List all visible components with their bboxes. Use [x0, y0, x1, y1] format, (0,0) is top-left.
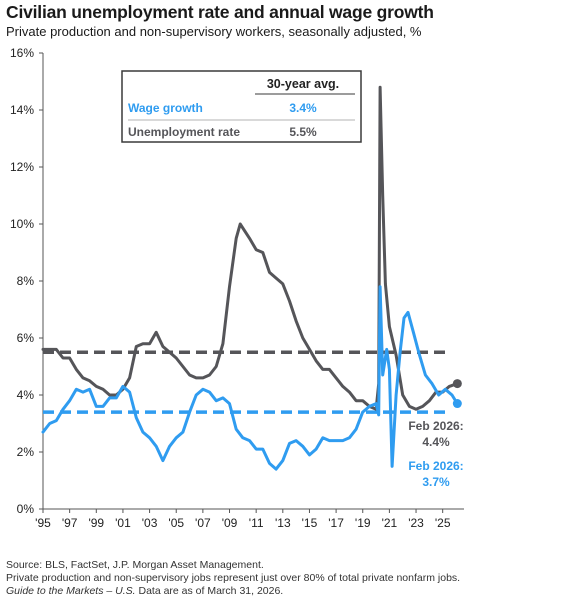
- y-tick-label: 2%: [17, 445, 35, 459]
- legend-value-unemployment: 5.5%: [289, 125, 317, 139]
- legend-label-unemployment: Unemployment rate: [128, 125, 240, 139]
- x-tick-label: '03: [142, 516, 158, 530]
- chart-title: Civilian unemployment rate and annual wa…: [6, 2, 434, 22]
- legend-label-wage: Wage growth: [128, 101, 203, 115]
- wage-end-marker: [452, 399, 462, 409]
- y-tick-label: 6%: [17, 331, 35, 345]
- y-tick-label: 4%: [17, 388, 35, 402]
- footer-gtm-date: Data are as of March 31, 2026.: [135, 585, 284, 597]
- chart-footer: Source: BLS, FactSet, J.P. Morgan Asset …: [6, 559, 460, 598]
- footer-source: Source: BLS, FactSet, J.P. Morgan Asset …: [6, 559, 264, 571]
- legend-table: 30-year avg. Wage growth 3.4% Unemployme…: [121, 70, 362, 143]
- series-lines: [41, 85, 459, 471]
- x-tick-label: '95: [35, 516, 51, 530]
- x-tick-label: '17: [328, 516, 344, 530]
- annotation-unemployment-date: Feb 2026:: [408, 419, 463, 433]
- footer-gtm: Guide to the Markets – U.S. Data are as …: [6, 585, 460, 598]
- wage-growth-line: [41, 285, 459, 471]
- x-axis: '95 '97 '99 '01 '03 '05 '07 '09 '11 '13 '15 '17 '19 '…: [35, 509, 451, 530]
- x-tick-label: '25: [435, 516, 451, 530]
- y-tick-label: 14%: [10, 103, 34, 117]
- legend-header: 30-year avg.: [267, 77, 339, 91]
- footer-gtm-title: Guide to the Markets – U.S.: [6, 585, 136, 597]
- footer-note: Private production and non-supervisory j…: [6, 572, 461, 584]
- annotation-wage-date: Feb 2026:: [408, 459, 463, 473]
- line-chart: 0% 2% 4% 6% 8% 10% 12% 14% 16% '95 '97 '99 '01 '03 '0…: [10, 46, 464, 530]
- y-tick-label: 12%: [10, 160, 34, 174]
- end-markers: [452, 379, 462, 409]
- annotation-unemployment: Feb 2026: 4.4%: [408, 419, 463, 449]
- y-tick-label: 8%: [17, 274, 35, 288]
- x-tick-label: '11: [249, 516, 264, 530]
- x-tick-label: '07: [195, 516, 211, 530]
- y-axis: 0% 2% 4% 6% 8% 10% 12% 14% 16%: [10, 46, 43, 516]
- x-tick-label: '19: [355, 516, 371, 530]
- x-tick-label: '01: [115, 516, 131, 530]
- x-tick-label: '99: [88, 516, 104, 530]
- x-tick-label: '13: [275, 516, 291, 530]
- legend-box: [121, 70, 362, 143]
- unemployment-rate-line: [41, 85, 459, 411]
- x-tick-label: '09: [222, 516, 238, 530]
- legend-value-wage: 3.4%: [289, 101, 317, 115]
- x-tick-label: '05: [168, 516, 184, 530]
- annotation-wage-value: 3.7%: [422, 475, 450, 489]
- x-tick-label: '23: [408, 516, 424, 530]
- x-tick-label: '21: [382, 516, 398, 530]
- y-tick-label: 0%: [17, 502, 35, 516]
- x-tick-label: '15: [302, 516, 318, 530]
- chart-subtitle: Private production and non-supervisory w…: [6, 24, 422, 39]
- annotation-unemployment-value: 4.4%: [422, 435, 450, 449]
- unemployment-end-marker: [452, 379, 462, 389]
- y-tick-label: 16%: [10, 46, 34, 60]
- x-tick-label: '97: [62, 516, 78, 530]
- annotation-wage: Feb 2026: 3.7%: [408, 459, 463, 489]
- y-tick-label: 10%: [10, 217, 34, 231]
